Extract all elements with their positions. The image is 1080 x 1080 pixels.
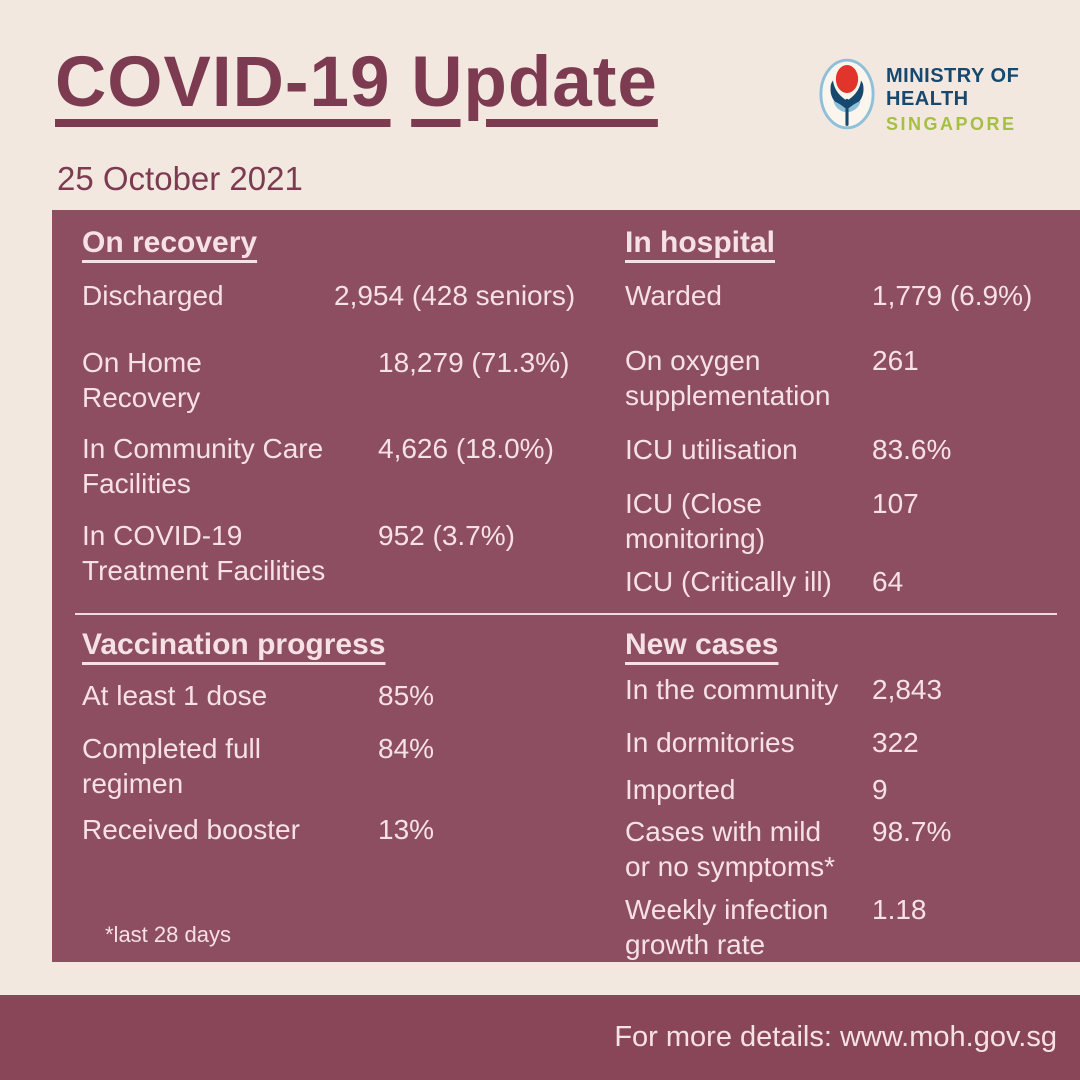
section-heading-vaccination: Vaccination progress [82, 628, 386, 661]
stat-row-home-recovery: On Home Recovery 18,279 (71.3%) [82, 345, 627, 415]
report-date: 25 October 2021 [57, 160, 303, 197]
stat-row-community-care: In Community Care Facilities 4,626 (18.0… [82, 431, 627, 501]
stat-row-warded: Warded 1,779 (6.9%) [625, 278, 1065, 313]
stat-label: Completed full regimen [82, 733, 261, 799]
stat-label: On oxygen supplementation [625, 345, 831, 411]
stat-label: In Community Care Facilities [82, 433, 324, 499]
moh-flower-icon [818, 58, 876, 135]
stat-row-received-booster: Received booster 13% [82, 812, 627, 847]
stat-row-weekly-growth-rate: Weekly infection growth rate 1.18 [625, 892, 1065, 962]
stat-label: Imported [625, 774, 736, 805]
stat-value: 64 [872, 566, 904, 597]
stat-value: 85% [378, 680, 435, 711]
stat-label: On Home Recovery [82, 347, 202, 413]
stat-row-oxygen: On oxygen supplementation 261 [625, 343, 1065, 413]
section-in-hospital: In hospital Warded 1,779 (6.9%) On oxyge… [625, 224, 1065, 599]
stat-row-at-least-1-dose: At least 1 dose 85% [82, 678, 627, 713]
moh-logo-org-name: MINISTRY OF HEALTH [886, 64, 1020, 110]
stat-label: In the community [625, 674, 839, 705]
section-new-cases: New cases In the community 2,843 In dorm… [625, 626, 1065, 962]
stat-row-icu-critically-ill: ICU (Critically ill) 64 [625, 564, 1065, 599]
stat-value: 84% [378, 733, 435, 764]
section-heading-new-cases: New cases [625, 628, 779, 661]
stat-value: 2,954 (428 seniors) [334, 280, 576, 311]
stat-row-icu-utilisation: ICU utilisation 83.6% [625, 432, 1065, 467]
moh-logo-country: SINGAPORE [886, 113, 1017, 134]
stat-label: ICU utilisation [625, 434, 798, 465]
stat-label: At least 1 dose [82, 680, 268, 711]
stat-row-full-regimen: Completed full regimen 84% [82, 731, 627, 801]
footnote-last-28-days: *last 28 days [105, 922, 231, 947]
stat-row-discharged: Discharged 2,954 (428 seniors) [82, 278, 627, 313]
stat-value: 322 [872, 727, 919, 758]
stat-value: 2,843 [872, 674, 943, 705]
stat-label: In COVID-19 Treatment Facilities [82, 520, 326, 586]
page-title-word1: COVID-19 [55, 43, 391, 122]
horizontal-divider [75, 613, 1057, 615]
stat-row-treatment-facilities: In COVID-19 Treatment Facilities 952 (3.… [82, 518, 627, 588]
stat-value: 18,279 (71.3%) [378, 347, 570, 378]
stat-row-dormitory-cases: In dormitories 322 [625, 725, 1065, 760]
stat-value: 98.7% [872, 816, 952, 847]
stat-value: 13% [378, 814, 435, 845]
section-heading-in-hospital: In hospital [625, 226, 775, 259]
stat-value: 261 [872, 345, 919, 376]
section-vaccination-progress: Vaccination progress At least 1 dose 85%… [82, 626, 627, 847]
stat-row-imported-cases: Imported 9 [625, 772, 1065, 807]
stat-value: 83.6% [872, 434, 952, 465]
moh-logo: MINISTRY OF HEALTH SINGAPORE [818, 58, 1080, 135]
stat-value: 4,626 (18.0%) [378, 433, 554, 464]
stat-row-icu-close-monitoring: ICU (Close monitoring) 107 [625, 486, 1065, 556]
section-on-recovery: On recovery Discharged 2,954 (428 senior… [82, 224, 627, 588]
stat-label: Received booster [82, 814, 300, 845]
stat-label: Warded [625, 280, 723, 311]
stat-value: 9 [872, 774, 888, 805]
footer-bar: For more details: www.moh.gov.sg [0, 995, 1080, 1080]
footer-details-text: For more details: www.moh.gov.sg [614, 1021, 1057, 1053]
stat-value: 952 (3.7%) [378, 520, 515, 551]
stat-row-community-cases: In the community 2,843 [625, 672, 1065, 707]
section-heading-on-recovery: On recovery [82, 226, 258, 259]
stat-label: Weekly infection growth rate [625, 894, 829, 960]
page-title-word2: Update [411, 43, 658, 122]
stat-label: ICU (Close monitoring) [625, 488, 766, 554]
stats-panel: On recovery Discharged 2,954 (428 senior… [52, 210, 1080, 962]
moh-logo-text: MINISTRY OF HEALTH SINGAPORE [886, 59, 1080, 135]
stat-label: In dormitories [625, 727, 795, 758]
stat-label: Discharged [82, 280, 224, 311]
stat-row-mild-symptoms: Cases with mild or no symptoms* 98.7% [625, 814, 1065, 884]
page-title: COVID-19 Update [55, 43, 658, 122]
stat-label: Cases with mild or no symptoms* [625, 816, 836, 882]
stat-value: 107 [872, 488, 919, 519]
stat-value: 1.18 [872, 894, 927, 925]
stat-label: ICU (Critically ill) [625, 566, 832, 597]
stat-value: 1,779 (6.9%) [872, 280, 1033, 311]
